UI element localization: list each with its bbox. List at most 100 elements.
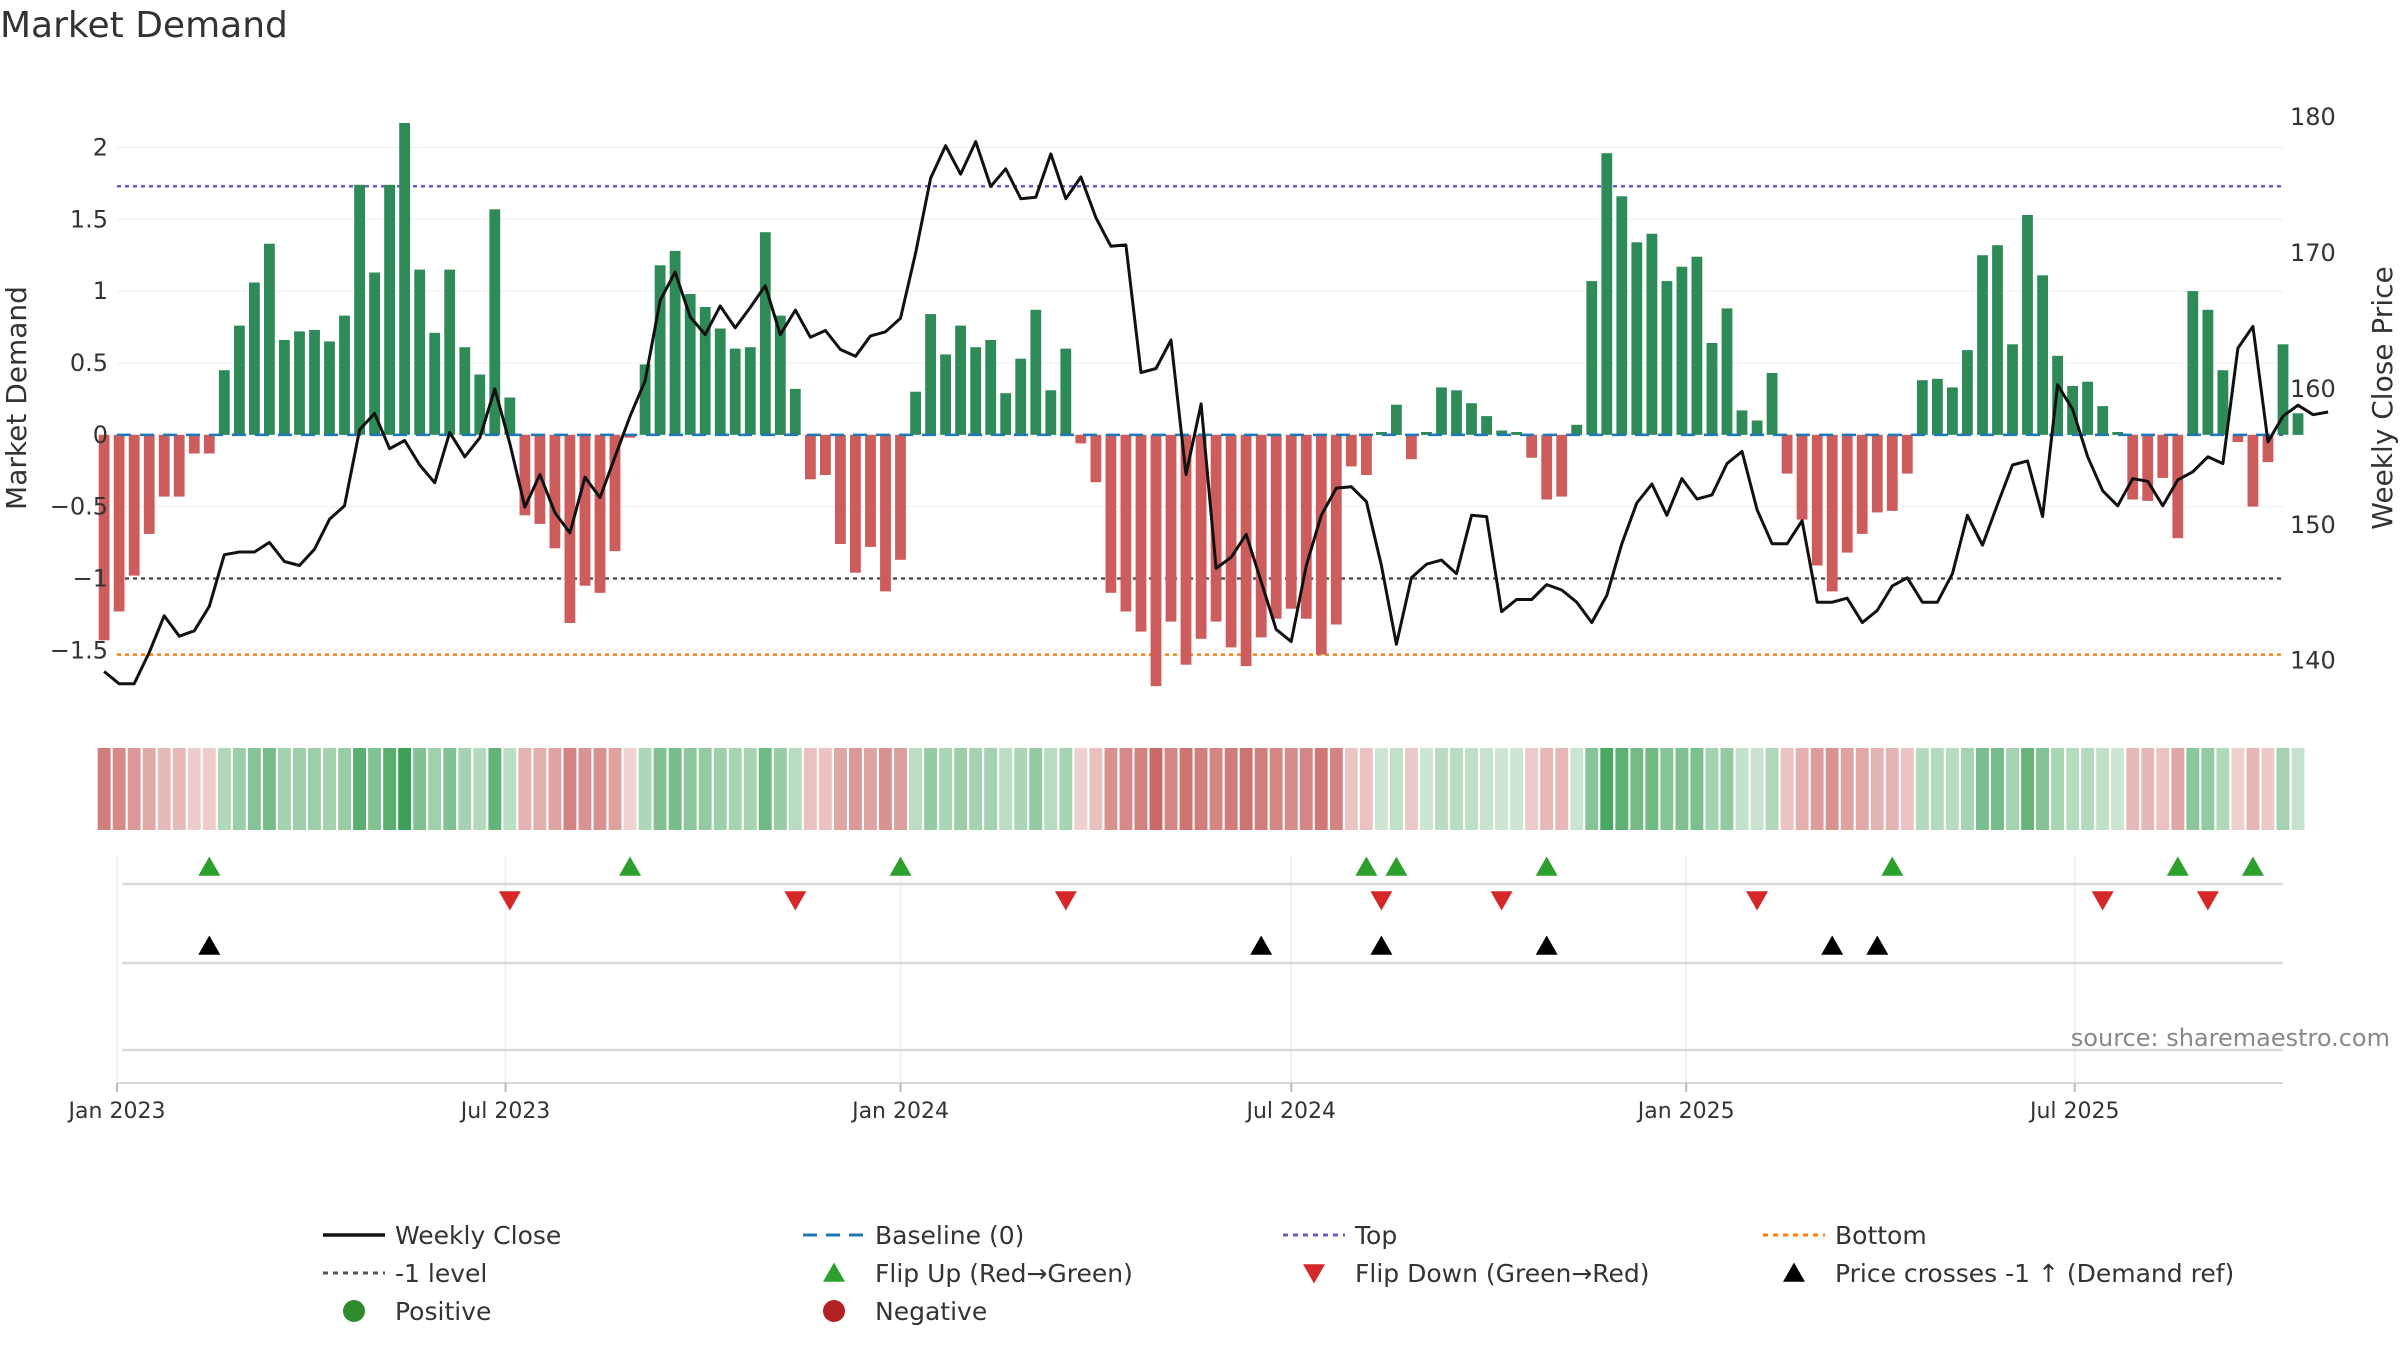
cross-markers-panel [122, 935, 2283, 1052]
heat-cell [1209, 748, 1223, 830]
demand-bar [1751, 420, 1763, 435]
heat-cell [1961, 748, 1974, 830]
demand-bar [1015, 358, 1027, 435]
demand-bar [2007, 344, 2018, 435]
heat-cell [999, 748, 1013, 830]
heat-cell [1976, 748, 1989, 830]
demand-bar [2277, 344, 2289, 435]
y2-tick-label: 170 [2290, 239, 2336, 267]
demand-bar [759, 232, 771, 435]
legend-item: -1 level [323, 1259, 487, 1288]
demand-bar [459, 347, 471, 435]
heat-cell [2036, 748, 2049, 830]
demand-bar [2232, 434, 2244, 442]
flip-up-marker [619, 856, 642, 876]
demand-bar [1856, 434, 1868, 534]
y2-axis-label: Weekly Close Price [2366, 266, 2399, 529]
demand-bar [384, 184, 395, 435]
demand-bar [1511, 432, 1522, 435]
heat-cell [1930, 748, 1944, 830]
demand-bar [324, 341, 335, 435]
heat-cell [1900, 748, 1914, 830]
heat-cell [1134, 748, 1148, 830]
heat-cell [1825, 748, 1839, 830]
y-tick-label: 1 [93, 277, 108, 305]
y2-tick-label: 140 [2290, 647, 2336, 675]
heat-cell [1089, 748, 1103, 830]
heat-cell [2201, 748, 2215, 830]
legend-swatch [1783, 1262, 1805, 1282]
demand-bar [1361, 434, 1372, 475]
demand-bar [218, 370, 230, 435]
x-tick-label: Jan 2024 [850, 1099, 949, 1124]
demand-bar [910, 391, 921, 435]
weekly-close-series [103, 140, 2329, 686]
demand-bar [714, 328, 726, 435]
heat-cell [1495, 748, 1508, 830]
flip-down-marker [1490, 891, 1513, 911]
flip-up-marker [1881, 856, 1904, 876]
demand-bar [1345, 434, 1357, 467]
demand-bar [1947, 387, 1958, 435]
heat-cell [969, 748, 983, 830]
flip-up-marker [1385, 856, 1408, 876]
heat-cell [413, 748, 427, 830]
demand-bar [805, 434, 816, 480]
demand-bar [639, 364, 651, 435]
demand-bar [2247, 434, 2259, 507]
legend: Weekly Close Baseline (0) Top Bottom -1 leve… [323, 1221, 2234, 1326]
demand-bar [504, 397, 516, 435]
demand-bar [940, 354, 951, 435]
demand-bar [1676, 266, 1688, 435]
legend-swatch [343, 1300, 365, 1322]
demand-bar [1105, 434, 1117, 593]
demand-bar [1781, 434, 1793, 474]
heat-cell [2081, 748, 2095, 830]
heat-cell [1299, 748, 1313, 830]
heat-cell [488, 748, 502, 830]
demand-bar [1706, 342, 1718, 435]
heat-cell [1840, 748, 1854, 830]
demand-bar [1421, 432, 1432, 435]
demand-bar [1391, 404, 1402, 435]
heat-cell [1660, 748, 1674, 830]
heat-cell [308, 748, 321, 830]
demand-bar [158, 434, 170, 497]
legend-item: Flip Up (Red→Green) [823, 1259, 1133, 1288]
heat-cell [2231, 748, 2245, 830]
demand-bar [1330, 434, 1342, 625]
heat-cell [1374, 748, 1388, 830]
demand-bar [835, 434, 846, 544]
demand-bar [1285, 434, 1297, 609]
demand-bar [1556, 434, 1568, 497]
flip-down-marker [498, 891, 521, 911]
heat-cell [1991, 748, 2004, 830]
heat-cell [263, 748, 276, 830]
demand-bar [339, 315, 350, 435]
legend-item: Negative [823, 1297, 987, 1326]
demand-bar [399, 123, 410, 435]
demand-bar [1977, 255, 1988, 435]
demand-bar [1631, 242, 1643, 435]
heat-cell [1870, 748, 1884, 830]
heat-cell [428, 748, 442, 830]
heat-cell [2276, 748, 2290, 830]
heat-cell [1314, 748, 1328, 830]
heat-cell [217, 748, 231, 830]
demand-bar [669, 250, 681, 435]
heat-cell [2066, 748, 2080, 830]
y-tick-label: −0.5 [50, 493, 108, 521]
heat-cell [984, 748, 998, 830]
demand-bar [98, 434, 110, 641]
demand-bar [2037, 275, 2048, 435]
heat-cell [1645, 748, 1659, 830]
demand-bar [895, 434, 906, 560]
demand-bar [1992, 245, 2003, 435]
demand-bar [970, 347, 982, 435]
x-tick-label: Jul 2025 [2028, 1099, 2120, 1124]
heat-cell [1014, 748, 1028, 830]
demand-bar [1601, 153, 1613, 435]
flip-up-marker [1355, 856, 1378, 876]
y-tick-label: −1 [73, 565, 108, 593]
